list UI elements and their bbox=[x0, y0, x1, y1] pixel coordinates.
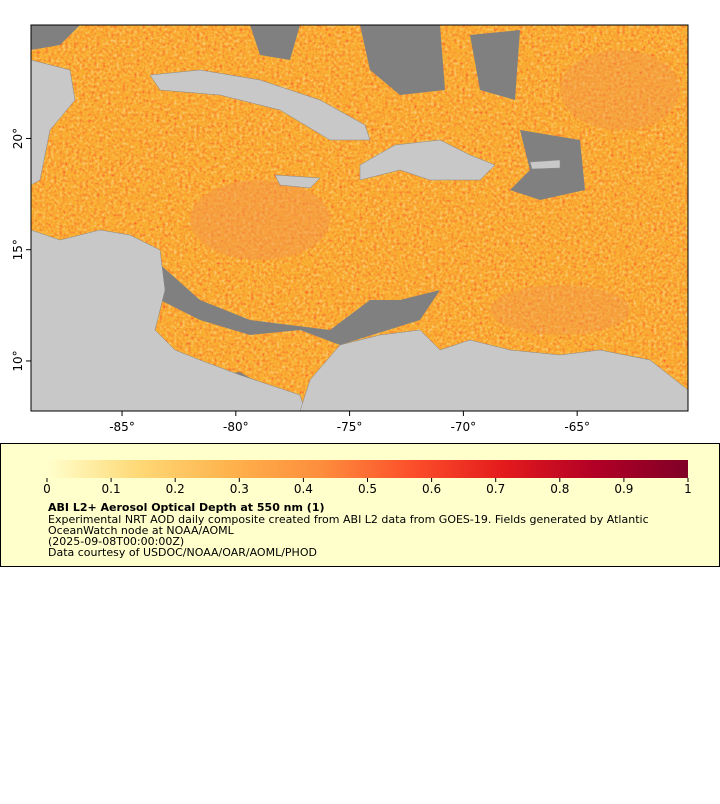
legend: ABI L2+ Aerosol Optical Depth at 550 nm … bbox=[43, 460, 692, 559]
legend-line: Experimental NRT AOD daily composite cre… bbox=[48, 513, 649, 526]
legend-line: (2025-09-08T00:00:00Z) bbox=[48, 535, 184, 548]
y-tick-label: 20° bbox=[11, 128, 25, 149]
colorbar-tick-label: 0 bbox=[43, 482, 51, 496]
colorbar-tick-label: 0.2 bbox=[166, 482, 185, 496]
colorbar-tick-label: 0.9 bbox=[614, 482, 633, 496]
y-tick-label: 15° bbox=[11, 239, 25, 260]
aod-high bbox=[560, 50, 680, 130]
axes: -85° -80° -75° -70° -65° 10° 15° 20° bbox=[11, 128, 590, 434]
x-tick-label: -85° bbox=[109, 420, 135, 434]
x-tick-label: -70° bbox=[451, 420, 477, 434]
colorbar-tick-label: 0.4 bbox=[294, 482, 313, 496]
colorbar-tick-label: 0.5 bbox=[358, 482, 377, 496]
aod-high bbox=[490, 285, 630, 335]
colorbar-tick-label: 0.1 bbox=[102, 482, 121, 496]
legend-line: Data courtesy of USDOC/NOAA/OAR/AOML/PHO… bbox=[48, 546, 317, 559]
y-tick-label: 10° bbox=[11, 350, 25, 371]
map-area bbox=[31, 25, 688, 411]
x-tick-label: -75° bbox=[337, 420, 363, 434]
x-tick-label: -65° bbox=[564, 420, 590, 434]
x-tick-label: -80° bbox=[223, 420, 249, 434]
colorbar-tick-label: 1 bbox=[684, 482, 692, 496]
colorbar bbox=[47, 460, 688, 478]
map-frame bbox=[30, 24, 689, 412]
aod-high bbox=[190, 180, 330, 260]
colorbar-tick-label: 0.3 bbox=[230, 482, 249, 496]
land bbox=[31, 59, 688, 411]
colorbar-tick-label: 0.6 bbox=[422, 482, 441, 496]
legend-title: ABI L2+ Aerosol Optical Depth at 550 nm … bbox=[48, 501, 325, 514]
legend-line: OceanWatch node at NOAA/AOML bbox=[48, 524, 235, 537]
colorbar-tick-label: 0.8 bbox=[550, 482, 569, 496]
colorbar-tick-label: 0.7 bbox=[486, 482, 505, 496]
